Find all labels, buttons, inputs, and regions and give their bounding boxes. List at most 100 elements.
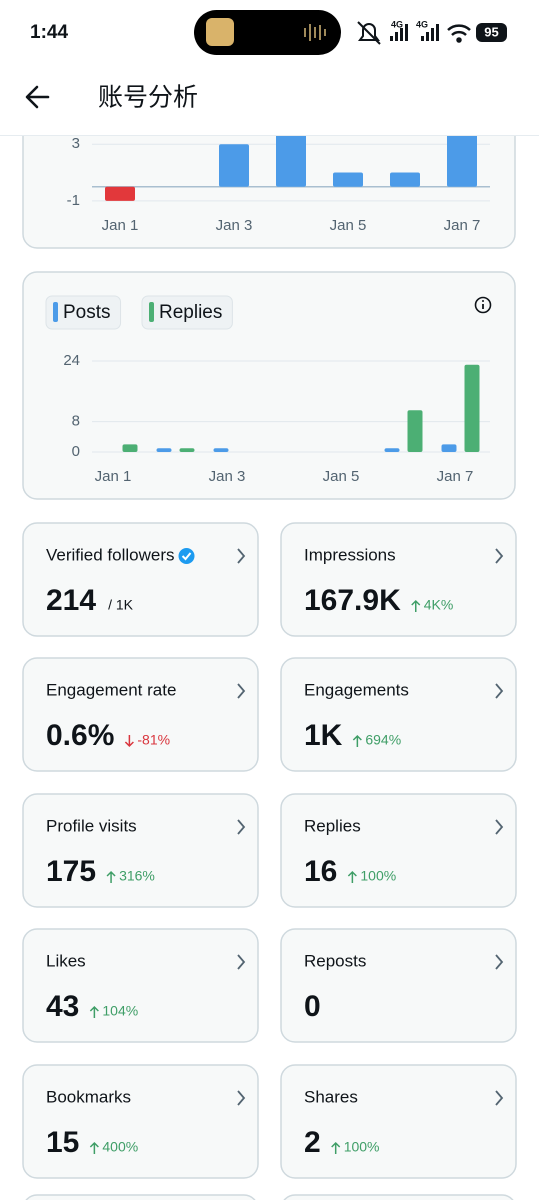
time: 1:44: [30, 22, 68, 43]
network-label: 4G: [391, 19, 403, 29]
metric-label: Engagements: [304, 680, 409, 699]
chevron: [237, 819, 246, 835]
card: [22, 136, 516, 249]
metric-card[interactable]: [280, 928, 517, 1043]
metric-change: -81%: [137, 732, 170, 748]
signal: [421, 24, 439, 41]
bar: [156, 448, 172, 452]
legend-swatch: [53, 302, 58, 322]
back-button[interactable]: [25, 85, 50, 109]
bar: [441, 444, 457, 452]
bar: [105, 186, 135, 201]
metric-label: Verified followers: [46, 545, 175, 564]
metric-value: 214: [46, 584, 96, 617]
y-tick-label: 3: [72, 135, 80, 152]
card: [25, 1194, 256, 1200]
mute-icon: [357, 21, 381, 45]
metric-card[interactable]: [22, 793, 259, 908]
metric-card[interactable]: [280, 657, 517, 772]
metric-total: / 1K: [108, 597, 134, 613]
x-tick-label: Jan 5: [323, 468, 360, 485]
chevron: [237, 954, 246, 970]
x-tick-label: Jan 7: [437, 468, 474, 485]
info-icon: [482, 300, 484, 302]
chevron: [495, 819, 504, 835]
bar: [407, 410, 423, 452]
metric-value: 167.9K: [304, 584, 401, 617]
legend-label: Posts: [63, 302, 111, 323]
bar: [219, 144, 249, 187]
change-arrow: [347, 870, 357, 883]
chevron: [495, 1090, 504, 1106]
chevron: [237, 1090, 246, 1106]
metric-change: 100%: [344, 1139, 380, 1155]
metric-change: 4K%: [424, 597, 454, 613]
chevron: [495, 954, 504, 970]
metric-change: 104%: [102, 1003, 138, 1019]
app-icon: [206, 18, 234, 46]
metric-card[interactable]: [280, 793, 517, 908]
battery: [476, 23, 507, 42]
metric-change: 694%: [365, 732, 401, 748]
change-arrow: [106, 870, 116, 883]
change-arrow: [331, 1141, 341, 1154]
chevron: [495, 548, 504, 564]
y-tick-label: 0: [72, 443, 80, 460]
legend-chip[interactable]: [45, 295, 122, 330]
change-arrow: [89, 1005, 99, 1018]
metric-change: 400%: [102, 1139, 138, 1155]
chevron: [495, 683, 504, 699]
metric-card[interactable]: [22, 522, 259, 637]
page-title: 账号分析: [98, 84, 198, 112]
network-label: 4G: [416, 19, 428, 29]
metric-card[interactable]: [280, 522, 517, 637]
metric-value: 1K: [304, 719, 343, 752]
x-tick-label: Jan 1: [95, 468, 132, 485]
y-tick-label: -1: [67, 192, 80, 209]
metric-value: 43: [46, 990, 79, 1023]
metric-label: Likes: [46, 951, 86, 970]
metric-card[interactable]: [22, 1064, 259, 1179]
legend-chip[interactable]: [141, 295, 233, 330]
chevron: [237, 548, 246, 564]
content: 3 -1 Jan 1 Jan 3 Jan 5 Jan 7 24 8 0 Posts Replies J…: [22, 135, 517, 1200]
bar: [464, 364, 480, 452]
metric-card[interactable]: [22, 657, 259, 772]
y-tick-label: 8: [72, 413, 80, 430]
change-arrow: [411, 599, 421, 612]
card: [283, 1194, 514, 1200]
metric-value: 2: [304, 1126, 321, 1159]
metric-label: Shares: [304, 1087, 358, 1106]
metric-label: Profile visits: [46, 816, 137, 835]
change-arrow: [124, 735, 134, 748]
metric-value: 15: [46, 1126, 79, 1159]
bar: [390, 172, 420, 187]
battery-level: 95: [484, 24, 498, 39]
x-tick-label: Jan 5: [330, 217, 367, 234]
y-tick-label: 24: [63, 352, 80, 369]
metric-change: 100%: [360, 868, 396, 884]
x-tick-label: Jan 7: [444, 217, 481, 234]
metric-label: Reposts: [304, 951, 366, 970]
x-tick-label: Jan 3: [209, 468, 246, 485]
bar: [384, 448, 400, 452]
metric-card[interactable]: [22, 928, 259, 1043]
metric-value: 0: [304, 990, 321, 1023]
info-icon[interactable]: [474, 296, 492, 314]
bar: [122, 444, 138, 452]
metric-change: 316%: [119, 868, 155, 884]
verified-badge: [178, 548, 195, 564]
x-tick-label: Jan 3: [216, 217, 253, 234]
change-arrow: [89, 1141, 99, 1154]
chevron: [237, 683, 246, 699]
wifi: [447, 24, 471, 43]
metric-value: 175: [46, 855, 96, 888]
bar: [276, 136, 306, 187]
metric-label: Impressions: [304, 545, 396, 564]
change-arrow: [352, 734, 362, 747]
audio-wave: [304, 24, 326, 41]
metric-card[interactable]: [280, 1064, 517, 1179]
verified-check: [181, 552, 192, 561]
metric-value: 0.6%: [46, 719, 114, 752]
